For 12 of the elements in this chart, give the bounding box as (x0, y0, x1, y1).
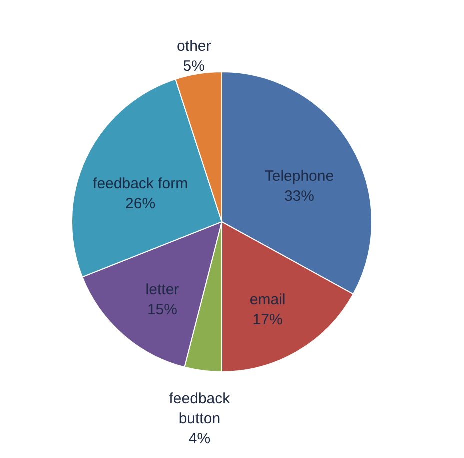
slice-label: letter (146, 282, 180, 299)
data-label: 33% (284, 188, 314, 206)
data-label: 26% (126, 196, 156, 213)
slice-label: Telephone (264, 168, 334, 186)
slice-label: feedback button (169, 390, 231, 428)
slice-label: other (177, 38, 212, 56)
data-label: 4% (188, 430, 211, 448)
data-label: 5% (183, 58, 205, 76)
slice-label: feedback form (93, 176, 188, 193)
slice-label: email (250, 291, 286, 308)
data-label: 15% (147, 302, 178, 319)
data-label: 17% (252, 311, 283, 328)
